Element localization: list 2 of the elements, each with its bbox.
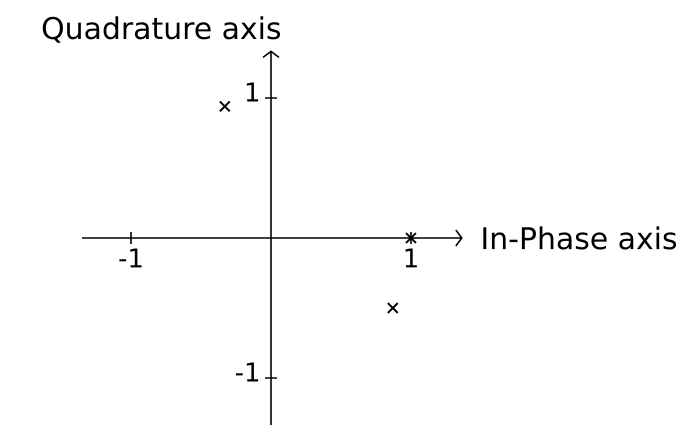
- x-axis-title: In-Phase axis: [483, 226, 676, 250]
- y-axis-title: Quadrature axis: [42, 16, 280, 43]
